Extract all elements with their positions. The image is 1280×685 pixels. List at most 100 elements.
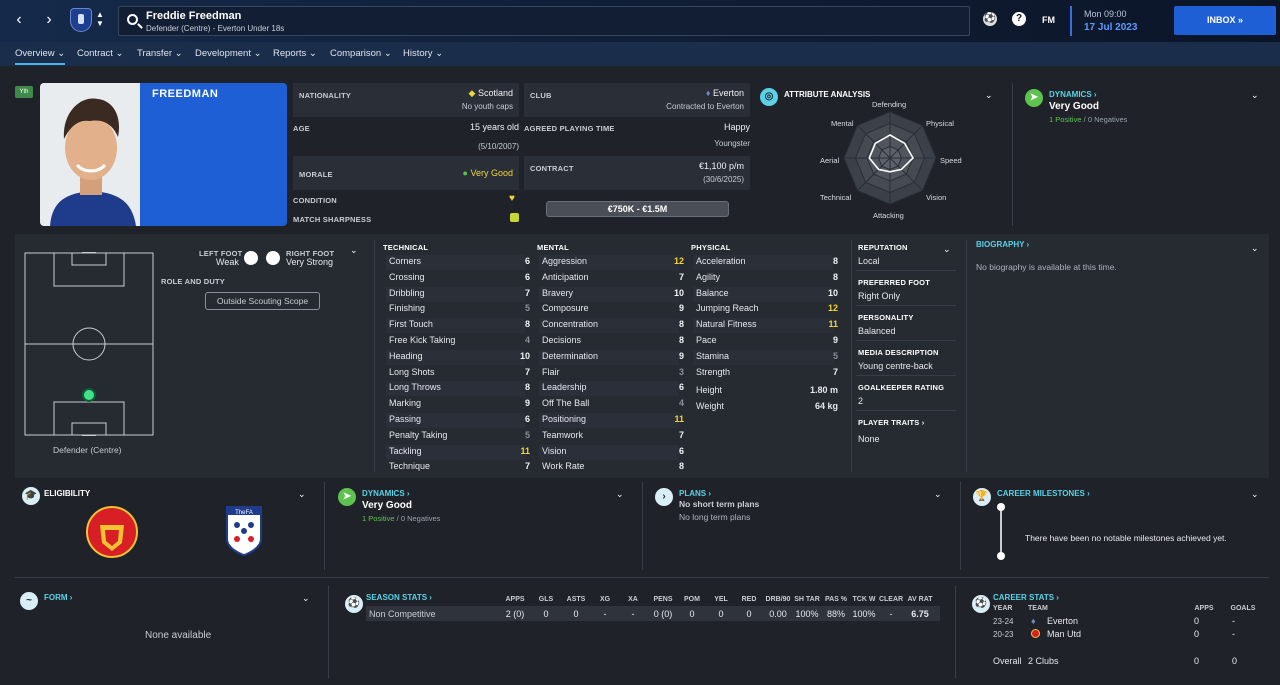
season-stats-link[interactable]: SEASON STATS › bbox=[366, 593, 432, 602]
form-link[interactable]: FORM › bbox=[44, 593, 73, 602]
technical-attribute-row[interactable] bbox=[386, 349, 525, 365]
inbox-button[interactable]: INBOX » bbox=[1174, 6, 1276, 35]
attribute-value: 8 bbox=[832, 271, 838, 282]
divider bbox=[960, 482, 961, 570]
date-display[interactable]: Mon 09:00 17 Jul 2023 bbox=[1070, 6, 1162, 36]
attribute-name: Teamwork bbox=[542, 429, 584, 440]
analysis-title: ATTRIBUTE ANALYSIS bbox=[784, 90, 871, 99]
dynamics-mid-link[interactable]: DYNAMICS › bbox=[362, 489, 410, 498]
player-surname: FREEDMAN bbox=[152, 88, 219, 100]
nationality-field[interactable]: NATIONALITY ◆ Scotland No youth caps bbox=[293, 83, 519, 117]
tab-comparison[interactable]: Comparison ⌄ bbox=[330, 48, 392, 59]
biography-link[interactable]: BIOGRAPHY › bbox=[976, 240, 1030, 249]
physical-attribute-row[interactable] bbox=[693, 349, 833, 365]
player-search-box[interactable]: Freddie Freedman Defender (Centre) - Eve… bbox=[118, 6, 970, 36]
plans-arrow-icon: › bbox=[655, 488, 673, 506]
chevron-down-icon[interactable]: ⌄ bbox=[1251, 243, 1259, 253]
chevron-down-icon[interactable]: ⌄ bbox=[298, 489, 306, 499]
attribute-name: Leadership bbox=[542, 382, 587, 393]
sharpness-label: MATCH SHARPNESS bbox=[293, 215, 372, 224]
chevron-down-icon[interactable]: ⌄ bbox=[1251, 90, 1259, 100]
stat-value: 0.00 bbox=[769, 609, 787, 619]
stat-header: PENS bbox=[653, 596, 673, 603]
current-day: Mon 09:00 bbox=[1084, 9, 1127, 19]
dynamics-title-link[interactable]: DYNAMICS › bbox=[1049, 90, 1097, 99]
radar-label-defending: Defending bbox=[872, 100, 907, 109]
career-team[interactable]: Man Utd bbox=[1047, 629, 1082, 639]
mental-attribute-row[interactable] bbox=[539, 413, 679, 428]
overall-clubs: 2 Clubs bbox=[1028, 656, 1059, 666]
mental-attribute-row[interactable] bbox=[539, 286, 679, 302]
career-milestones-link[interactable]: CAREER MILESTONES › bbox=[997, 489, 1090, 498]
physical-attribute-row[interactable] bbox=[693, 286, 833, 302]
attribute-value: 7 bbox=[524, 461, 530, 472]
technical-attribute-row[interactable] bbox=[386, 444, 525, 460]
club-crest-icon[interactable] bbox=[70, 8, 92, 32]
chevron-down-icon[interactable]: ⌄ bbox=[1251, 489, 1259, 499]
club-field[interactable]: CLUB ♦ Everton Contracted to Everton bbox=[524, 83, 750, 117]
attribute-value: 8 bbox=[524, 382, 530, 393]
chevron-down-icon[interactable]: ⌄ bbox=[985, 90, 993, 100]
chevron-down-icon[interactable]: ⌄ bbox=[350, 245, 358, 255]
attribute-value: 8 bbox=[678, 319, 684, 330]
technical-attribute-row[interactable] bbox=[386, 413, 525, 428]
technical-attribute-row[interactable] bbox=[386, 286, 525, 302]
tab-overview[interactable]: Overview ⌄ bbox=[15, 48, 66, 65]
physical-attribute-row[interactable] bbox=[693, 318, 833, 334]
mental-attribute-row[interactable] bbox=[539, 381, 679, 397]
overall-goals: 0 bbox=[1232, 656, 1238, 666]
attribute-name: Long Throws bbox=[389, 382, 441, 393]
mental-attribute-row[interactable] bbox=[539, 366, 679, 381]
technical-attribute-row[interactable] bbox=[386, 318, 525, 334]
football-icon[interactable]: ⚽ bbox=[983, 12, 997, 26]
attribute-value: 9 bbox=[678, 350, 684, 361]
tab-development[interactable]: Development ⌄ bbox=[195, 48, 262, 59]
tab-label: Contract bbox=[77, 48, 113, 59]
stat-header: DRB/90 bbox=[765, 596, 791, 603]
player-cycle-icon[interactable]: ▲ ▼ bbox=[96, 10, 104, 28]
contract-field[interactable]: CONTRACT €1,100 p/m (30/6/2025) bbox=[524, 156, 750, 190]
stat-header: POM bbox=[684, 596, 700, 603]
morale-field[interactable]: MORALE ● Very Good bbox=[293, 156, 519, 190]
forward-arrow-icon[interactable]: › bbox=[46, 11, 52, 28]
attribute-value: 11 bbox=[674, 414, 684, 424]
fm-logo[interactable]: FM bbox=[1042, 15, 1055, 25]
mental-attribute-row[interactable] bbox=[539, 349, 679, 365]
divider bbox=[1012, 83, 1013, 226]
scouting-scope-button[interactable]: Outside Scouting Scope bbox=[205, 292, 320, 310]
attribute-name: Acceleration bbox=[696, 256, 746, 266]
tab-reports[interactable]: Reports ⌄ bbox=[273, 48, 317, 59]
tab-transfer[interactable]: Transfer ⌄ bbox=[137, 48, 183, 59]
transfer-value-bar[interactable]: €750K - €1.5M bbox=[546, 201, 729, 217]
tab-contract[interactable]: Contract ⌄ bbox=[77, 48, 124, 59]
physical-attribute-row[interactable] bbox=[693, 255, 833, 270]
dynamics-arrow-icon: ➤ bbox=[1025, 89, 1043, 107]
career-stats-link[interactable]: CAREER STATS › bbox=[993, 593, 1059, 602]
trophy-icon: 🏆 bbox=[973, 488, 991, 506]
technical-title: TECHNICAL bbox=[383, 243, 429, 252]
chevron-down-icon[interactable]: ⌄ bbox=[302, 593, 310, 603]
attribute-value: 7 bbox=[524, 366, 530, 377]
attribute-name: Flair bbox=[542, 366, 560, 377]
season-stats-row[interactable] bbox=[366, 606, 940, 621]
player-traits-link[interactable]: PLAYER TRAITS › bbox=[858, 418, 925, 427]
technical-attribute-row[interactable] bbox=[386, 381, 525, 397]
chevron-down-icon[interactable]: ⌄ bbox=[943, 244, 951, 254]
attribute-name: Dribbling bbox=[389, 287, 425, 298]
radar-label-aerial: Aerial bbox=[820, 156, 840, 165]
top-bar: ‹ › ▲ ▼ Freddie Freedman Defender (Centre… bbox=[0, 0, 1280, 42]
team-header: TEAM bbox=[1028, 605, 1048, 612]
help-icon[interactable]: ? bbox=[1012, 12, 1026, 26]
mental-attribute-row[interactable] bbox=[539, 255, 679, 270]
reputation-label: REPUTATION bbox=[858, 243, 908, 252]
tab-history[interactable]: History ⌄ bbox=[403, 48, 444, 59]
plans-link[interactable]: PLANS › bbox=[679, 489, 712, 498]
nationality-label: NATIONALITY bbox=[299, 91, 352, 100]
technical-attribute-row[interactable] bbox=[386, 255, 525, 270]
chevron-down-icon[interactable]: ⌄ bbox=[616, 489, 624, 499]
back-arrow-icon[interactable]: ‹ bbox=[16, 11, 22, 28]
career-team[interactable]: Everton bbox=[1047, 616, 1079, 626]
chevron-down-icon[interactable]: ⌄ bbox=[934, 489, 942, 499]
mental-attribute-row[interactable] bbox=[539, 444, 679, 460]
mental-attribute-row[interactable] bbox=[539, 318, 679, 334]
